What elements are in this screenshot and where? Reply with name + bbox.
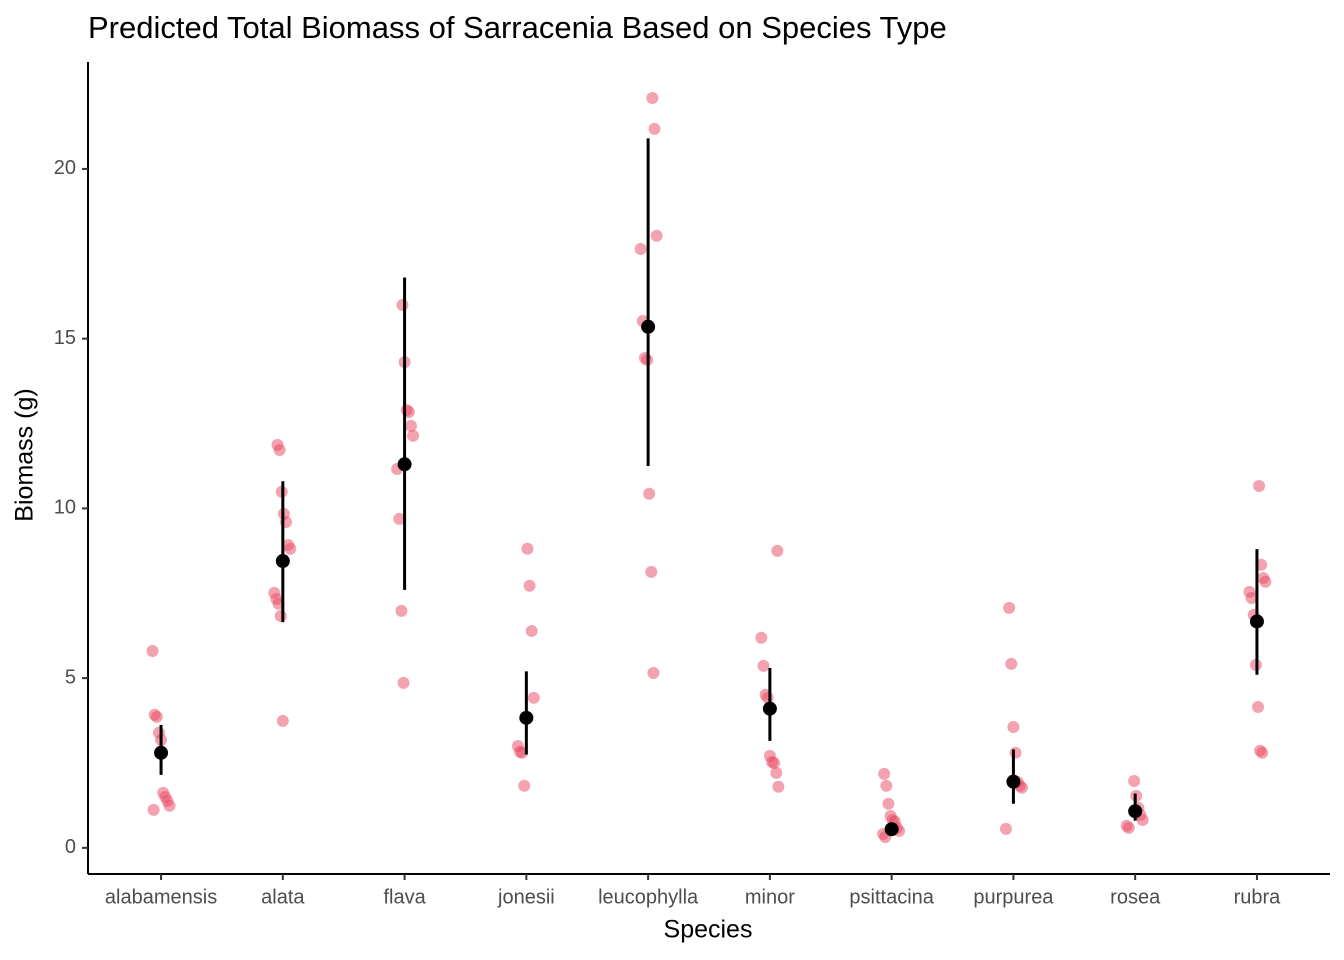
data-point: [284, 542, 297, 555]
data-point: [525, 624, 538, 637]
mean-point: [154, 745, 169, 760]
chart-title: Predicted Total Biomass of Sarracenia Ba…: [88, 10, 947, 45]
data-point: [1245, 592, 1258, 605]
data-point: [395, 604, 408, 617]
data-point: [1007, 721, 1020, 734]
x-tick-label: minor: [745, 886, 795, 908]
data-point: [163, 799, 176, 812]
y-tick-label: 15: [54, 327, 76, 349]
data-point: [882, 797, 895, 810]
data-point: [647, 667, 660, 680]
data-point: [634, 243, 647, 256]
y-tick-label: 20: [54, 157, 76, 179]
data-point: [1259, 575, 1272, 588]
mean-point: [641, 319, 656, 334]
data-point: [1122, 821, 1135, 834]
x-tick-label: jonesii: [497, 886, 555, 908]
y-tick-label: 10: [54, 497, 76, 519]
mean-point: [275, 554, 290, 569]
data-point: [407, 429, 420, 442]
x-tick-label: leucophylla: [598, 886, 699, 908]
x-tick-label: rubra: [1234, 886, 1282, 908]
data-point: [1253, 479, 1266, 492]
data-point: [527, 691, 540, 704]
x-tick-label: rosea: [1110, 886, 1161, 908]
y-tick-label: 0: [65, 836, 76, 858]
data-point: [404, 419, 417, 432]
data-point: [643, 487, 656, 500]
data-point: [146, 644, 159, 657]
data-point: [396, 299, 409, 312]
data-point: [878, 767, 891, 780]
y-axis-label: Biomass (g): [11, 388, 39, 521]
data-point: [768, 756, 781, 769]
data-point: [1136, 814, 1149, 827]
x-tick-label: flava: [383, 886, 426, 908]
data-point: [650, 229, 663, 242]
data-point: [397, 676, 410, 689]
mean-point: [397, 457, 412, 472]
data-point: [273, 444, 286, 457]
data-point: [1128, 774, 1141, 787]
x-tick-label: purpurea: [973, 886, 1054, 908]
data-point: [518, 779, 531, 792]
data-point: [999, 822, 1012, 835]
data-point: [757, 659, 770, 672]
data-point: [770, 766, 783, 779]
data-point: [276, 714, 289, 727]
x-tick-label: alata: [261, 886, 305, 908]
data-point: [1009, 746, 1022, 759]
data-point: [274, 610, 287, 623]
x-tick-label: psittacina: [849, 886, 934, 908]
data-point: [1256, 746, 1269, 759]
data-point: [1003, 601, 1016, 614]
data-point: [393, 512, 406, 525]
data-point: [523, 579, 536, 592]
y-tick-label: 5: [65, 666, 76, 688]
data-point: [646, 91, 659, 104]
data-point: [521, 542, 534, 555]
data-point: [147, 803, 160, 816]
mean-point: [1128, 804, 1143, 819]
data-point: [880, 779, 893, 792]
mean-point: [762, 701, 777, 716]
x-tick-label: alabamensis: [105, 886, 217, 908]
data-point: [648, 122, 661, 135]
mean-point: [1249, 614, 1264, 629]
x-axis-label: Species: [664, 916, 753, 944]
mean-point: [1006, 774, 1021, 789]
data-point: [755, 631, 768, 644]
data-point: [772, 780, 785, 793]
data-point: [150, 710, 163, 723]
data-point: [645, 565, 658, 578]
data-point: [1252, 700, 1265, 713]
data-point: [771, 544, 784, 557]
data-point: [1005, 657, 1018, 670]
mean-point: [519, 710, 534, 725]
mean-point: [884, 822, 899, 837]
